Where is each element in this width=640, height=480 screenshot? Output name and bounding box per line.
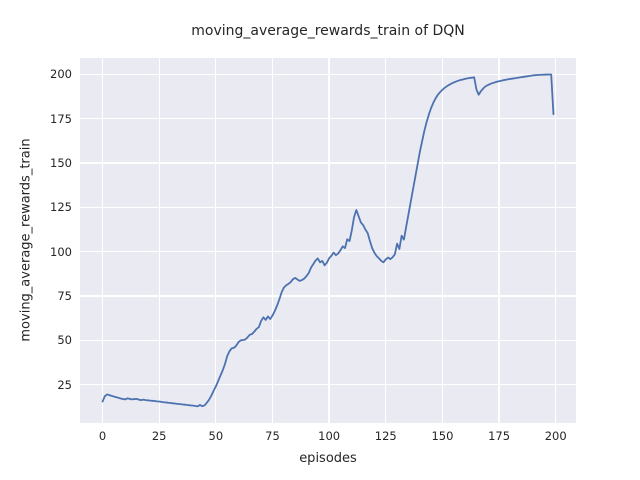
y-tick-label: 200	[50, 67, 72, 82]
y-tick-label: 150	[50, 155, 72, 170]
gridline	[271, 58, 274, 423]
x-tick-label: 175	[488, 429, 511, 443]
gridline	[215, 58, 217, 423]
x-tick-label: 150	[431, 429, 454, 443]
gridline	[80, 384, 576, 386]
gridline	[158, 58, 160, 423]
x-tick-label: 50	[208, 429, 224, 443]
y-tick-label: 50	[57, 333, 72, 348]
x-axis-label: episodes	[299, 451, 357, 466]
y-tick-label: 175	[50, 111, 72, 126]
x-tick-label: 200	[544, 429, 567, 443]
x-tick-label: 25	[151, 429, 167, 443]
gridline	[80, 73, 576, 75]
plot-area	[80, 58, 576, 423]
gridline	[498, 58, 500, 423]
y-axis-label: moving_average_rewards_train	[18, 138, 34, 342]
x-tick-label: 100	[318, 429, 341, 443]
gridline	[441, 58, 444, 423]
x-tick-label: 75	[265, 429, 280, 443]
y-tick-label: 100	[50, 244, 72, 259]
gridline	[80, 339, 576, 341]
gridline	[385, 58, 387, 423]
x-tick-label: 0	[98, 429, 107, 443]
gridline	[555, 58, 557, 423]
gridline	[80, 118, 576, 120]
gridline	[80, 206, 576, 208]
y-tick-label: 25	[57, 377, 72, 392]
gridline	[80, 251, 576, 253]
x-tick-label: 125	[374, 429, 397, 443]
chart-title: moving_average_rewards_train of DQN	[191, 23, 465, 39]
y-tick-label: 75	[57, 289, 72, 303]
line-chart-svg	[101, 73, 555, 408]
dqn-reward-line	[101, 73, 555, 408]
gridline	[80, 162, 576, 164]
gridline	[80, 295, 576, 297]
y-tick-label: 125	[50, 200, 72, 215]
gridline	[101, 58, 104, 423]
gridline	[328, 58, 330, 423]
